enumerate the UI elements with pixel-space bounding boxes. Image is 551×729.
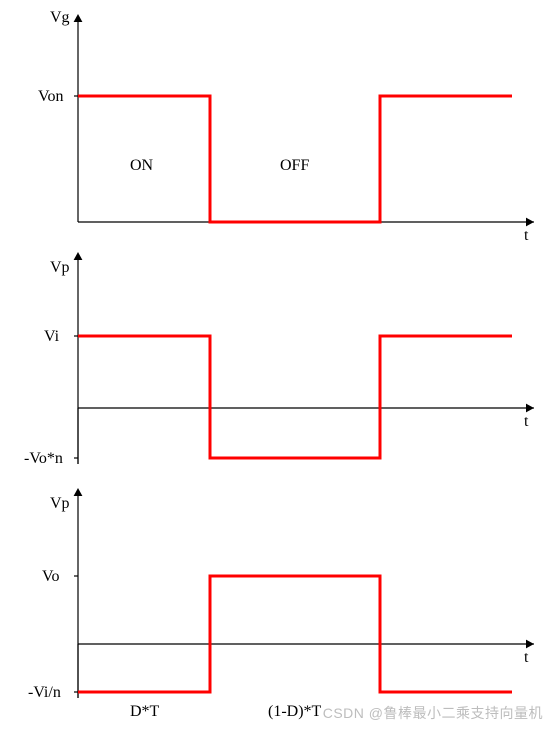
svg-text:OFF: OFF [280, 157, 309, 174]
svg-text:Vp: Vp [50, 495, 70, 512]
svg-text:Vo: Vo [42, 568, 60, 585]
svg-text:(1-D)*T: (1-D)*T [268, 703, 322, 720]
svg-text:t: t [524, 413, 529, 430]
svg-text:Vg: Vg [50, 9, 70, 26]
svg-text:-Vi/n: -Vi/n [28, 684, 61, 701]
signal-primary [78, 336, 512, 458]
svg-text:Vp: Vp [50, 259, 70, 276]
svg-text:Vi: Vi [44, 328, 60, 345]
svg-text:D*T: D*T [130, 703, 160, 720]
svg-text:Von: Von [38, 88, 64, 105]
svg-text:ON: ON [130, 157, 154, 174]
signal-secondary [78, 576, 512, 692]
svg-text:-Vo*n: -Vo*n [24, 450, 63, 467]
svg-text:t: t [524, 227, 529, 244]
svg-text:t: t [524, 649, 529, 666]
waveform-diagram: Vg t Von ON OFF Vp t Vi -Vo*n Vp t Vo -Vi/n D*T (1-D)*… [0, 0, 551, 729]
